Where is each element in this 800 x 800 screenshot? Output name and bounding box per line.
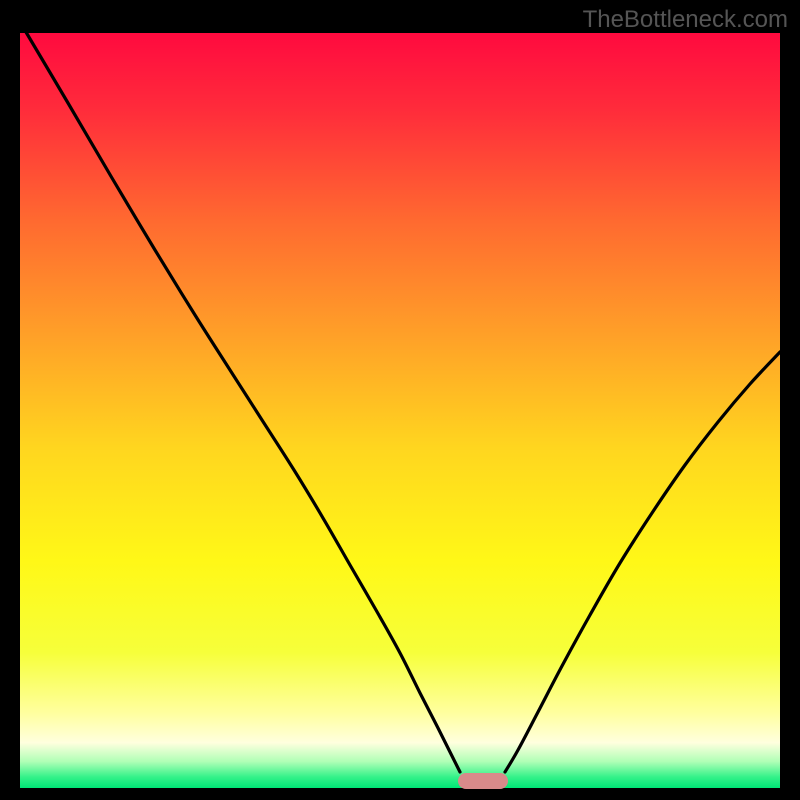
plot-background — [20, 33, 780, 788]
bottleneck-chart — [0, 0, 800, 800]
chart-root: TheBottleneck.com — [0, 0, 800, 800]
optimal-zone-marker — [458, 773, 508, 789]
watermark-label: TheBottleneck.com — [583, 6, 788, 34]
